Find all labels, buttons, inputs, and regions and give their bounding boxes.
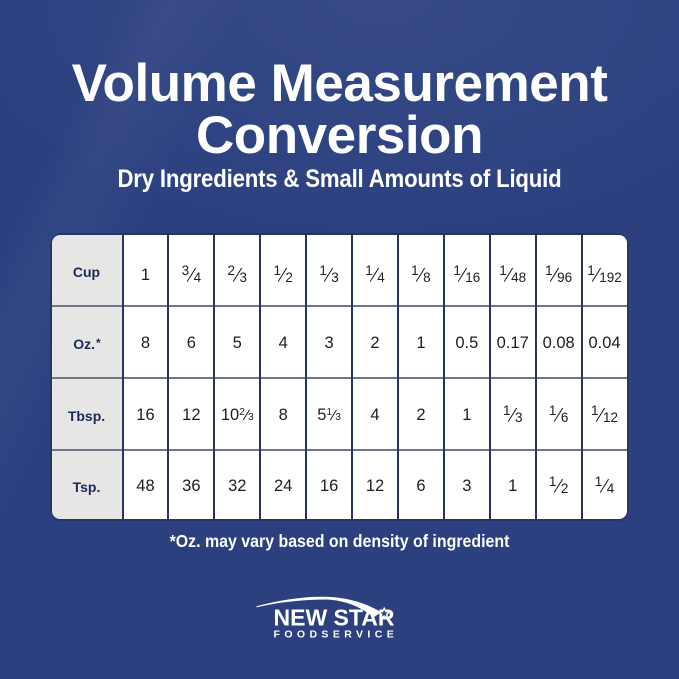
svg-text:FOODSERVICE: FOODSERVICE: [274, 629, 399, 641]
svg-text:NEW STAR: NEW STAR: [274, 605, 395, 631]
